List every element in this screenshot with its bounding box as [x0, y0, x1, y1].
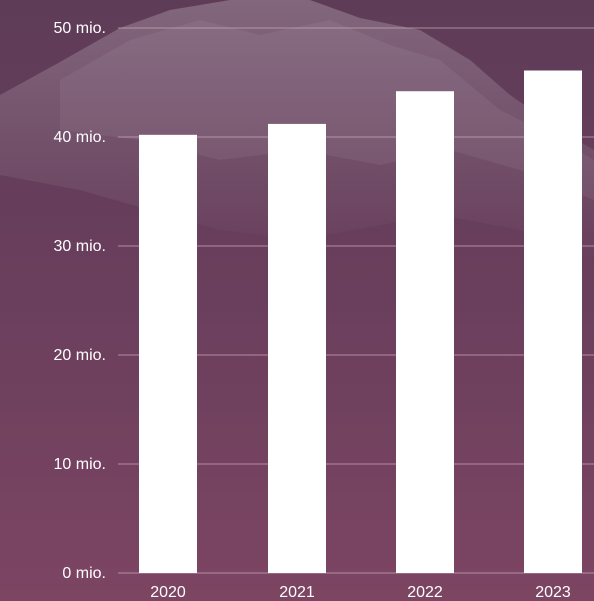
y-tick-label: 10 mio. [54, 456, 106, 473]
x-tick-label: 2021 [279, 584, 315, 601]
x-axis-tick-labels: 2020 2021 2022 2023 [150, 584, 571, 601]
x-tick-label: 2020 [150, 584, 186, 601]
bar-2023 [524, 70, 582, 573]
y-tick-label: 50 mio. [54, 20, 106, 37]
y-tick-label: 30 mio. [54, 238, 106, 255]
bar-2020 [139, 134, 197, 573]
bar-2022 [396, 91, 454, 573]
y-tick-label: 40 mio. [54, 129, 106, 146]
gridlines [118, 27, 594, 574]
y-tick-label: 20 mio. [54, 347, 106, 364]
bars [139, 70, 582, 574]
x-tick-label: 2022 [407, 584, 443, 601]
y-tick-label: 0 mio. [62, 565, 106, 582]
bar-2021 [268, 123, 326, 574]
mountain-ridge [60, 20, 594, 200]
y-axis-tick-labels: 0 mio. 10 mio. 20 mio. 30 mio. 40 mio. 50 mio… [54, 20, 106, 582]
x-tick-label: 2023 [535, 584, 571, 601]
